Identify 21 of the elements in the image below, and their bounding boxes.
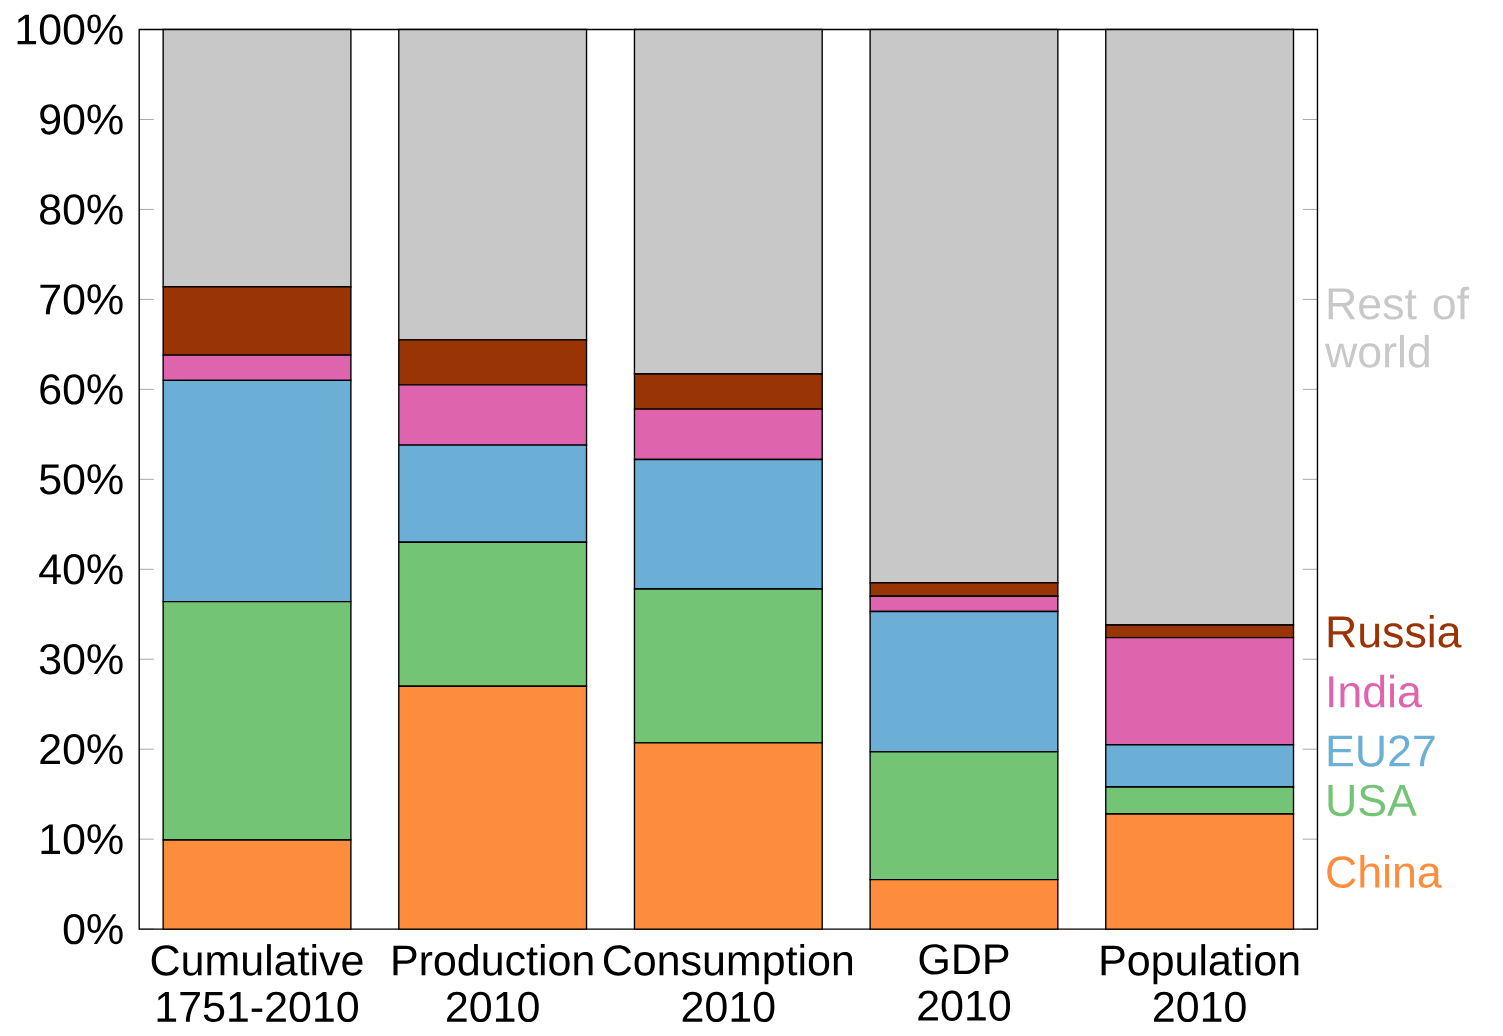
y-tick-label: 30% (39, 643, 123, 675)
series-label: China (1327, 854, 1442, 888)
y-tick-label: 20% (40, 733, 123, 765)
x-tick-label: Cumulative 1751-2010 (151, 943, 363, 1022)
series-label: India (1329, 674, 1422, 708)
y-tick-label: 0% (63, 913, 123, 945)
series-label: EU27 (1328, 734, 1435, 767)
y-tick-label: 90% (40, 104, 123, 135)
y-tick-label: 60% (40, 373, 123, 405)
x-tick-label: Population 2010 (1101, 943, 1299, 1022)
y-tick-label: 80% (40, 194, 123, 225)
x-tick-label: Production 2010 (393, 943, 593, 1022)
series-label: Russia (1328, 614, 1462, 648)
y-tick-label: 100% (17, 14, 123, 45)
y-tick-label: 40% (39, 553, 123, 585)
y-tick-label: 10% (41, 823, 123, 855)
y-tick-label: 70% (40, 284, 123, 315)
y-tick-label: 50% (39, 463, 123, 495)
x-tick-label: Consumption 2010 (603, 943, 853, 1022)
x-tick-label: GDP 2010 (918, 943, 1011, 1021)
series-label: USA (1328, 784, 1417, 817)
